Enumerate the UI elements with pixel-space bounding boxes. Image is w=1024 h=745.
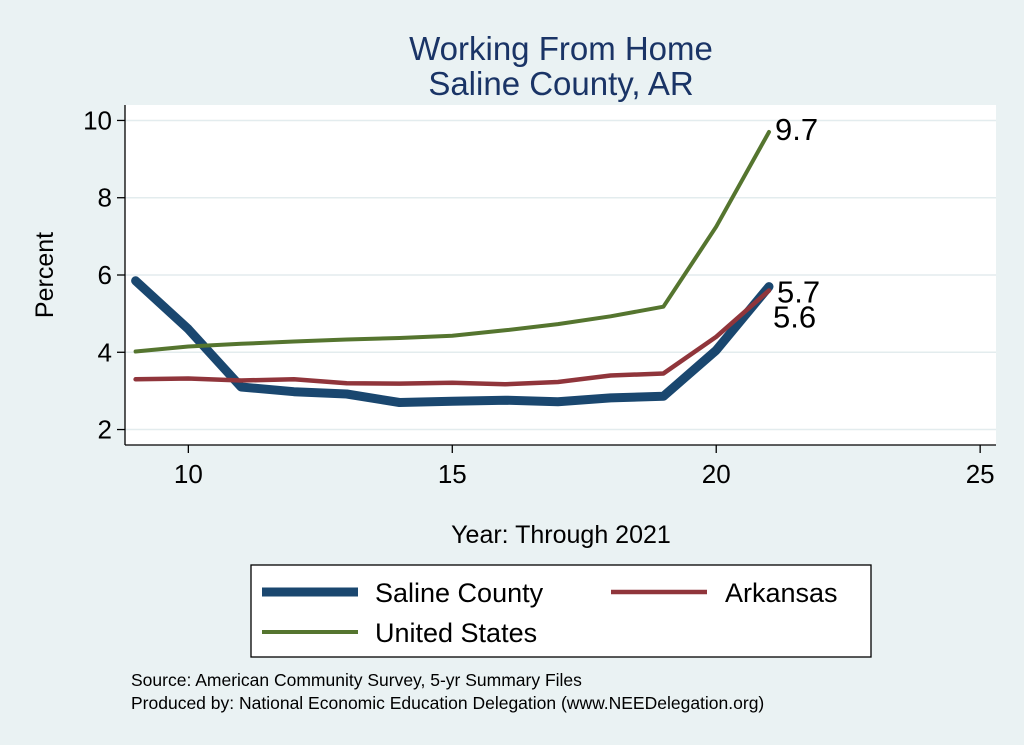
y-tick-label: 2	[98, 415, 112, 445]
end-label-united-states: 9.7	[775, 112, 818, 147]
series-line-saline-county	[131, 276, 774, 407]
y-tick-label: 4	[98, 337, 112, 367]
x-tick-label: 15	[438, 459, 467, 489]
produced-by-note: Produced by: National Economic Education…	[131, 693, 764, 713]
chart-subtitle: Saline County, AR	[428, 65, 693, 102]
x-axis-label: Year: Through 2021	[451, 521, 671, 549]
series-line-arkansas	[133, 288, 772, 387]
chart-title: Working From Home	[409, 30, 713, 67]
y-tick-label: 6	[98, 260, 112, 290]
legend-label-saline-county: Saline County	[375, 578, 544, 608]
y-tick-label: 10	[83, 105, 112, 135]
axis-ticks: 2 4 6 8 10 10 15 20 25	[83, 105, 995, 489]
end-label-saline-county: 5.7	[777, 275, 820, 310]
series-lines	[131, 130, 774, 407]
end-label-arkansas: 5.6	[773, 299, 816, 334]
x-tick-label: 10	[174, 459, 203, 489]
legend-box	[250, 564, 872, 658]
legend: Saline County Arkansas United States	[262, 578, 838, 648]
y-tick-label: 8	[98, 183, 112, 213]
legend-label-arkansas: Arkansas	[725, 578, 838, 608]
series-line-united-states	[133, 130, 771, 354]
y-axis-label: Percent	[31, 232, 59, 318]
source-note: Source: American Community Survey, 5-yr …	[131, 670, 582, 690]
end-labels: 5.75.6 9.7	[773, 112, 820, 334]
x-tick-label: 20	[702, 459, 731, 489]
gridlines	[125, 119, 996, 431]
legend-label-united-states: United States	[375, 618, 537, 648]
x-tick-label: 25	[966, 459, 995, 489]
